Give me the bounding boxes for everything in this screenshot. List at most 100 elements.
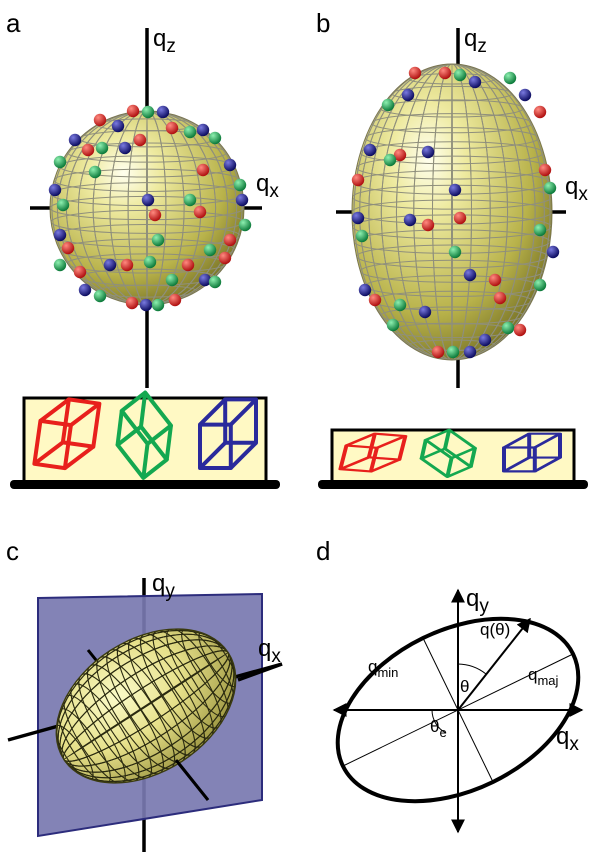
panel-a-qz-label: qz [153, 25, 176, 57]
particle [103, 258, 117, 272]
panel-d-theta-e-arc [431, 709, 447, 734]
particle [438, 66, 452, 80]
particle [141, 105, 155, 119]
particle [501, 321, 515, 335]
particle [355, 229, 369, 243]
particle [139, 298, 153, 312]
panel-b-qx-label: qx [565, 173, 588, 205]
particle [408, 66, 422, 80]
panel-b-cubes [338, 428, 562, 478]
particle [196, 123, 210, 137]
panel-d-letter: d [316, 536, 330, 566]
panel-d-q-theta-label: q(θ) [480, 620, 510, 639]
particle [468, 75, 482, 89]
panel-d-q-theta-vector [457, 617, 531, 711]
particle [463, 345, 477, 359]
panel-c-qx-label: qx [258, 635, 281, 667]
particle [448, 245, 462, 259]
panel-b-letter: b [316, 8, 330, 38]
particle [125, 296, 139, 310]
particle [165, 121, 179, 135]
particle [143, 255, 157, 269]
particle [218, 251, 232, 265]
particle [223, 233, 237, 247]
particle [151, 298, 165, 312]
panel-c-qx-axis-front [237, 662, 283, 682]
panel-a-sphere [49, 110, 245, 306]
particle [111, 119, 125, 133]
particle [448, 183, 462, 197]
particle [386, 318, 400, 332]
panel-c-letter: c [6, 536, 19, 566]
particle [513, 323, 527, 337]
particle [393, 298, 407, 312]
particle [463, 268, 477, 282]
particle [453, 68, 467, 82]
panel-d-theta-label: θ [460, 677, 469, 696]
particle [546, 245, 560, 259]
panel-b-particles [351, 66, 560, 359]
particle [73, 265, 87, 279]
panel-a-letter: a [6, 8, 21, 38]
particle [446, 345, 460, 359]
panel-d: d qy qx q(θ) qmin qmaj θ θe [316, 536, 584, 834]
particle [208, 131, 222, 145]
particle [518, 88, 532, 102]
particle [421, 145, 435, 159]
particle [381, 98, 395, 112]
particle [543, 181, 557, 195]
panel-c-ellipsoid [54, 628, 238, 784]
particle [478, 333, 492, 347]
particle [56, 198, 70, 212]
particle [95, 141, 109, 155]
panel-c-qy-label: qy [152, 570, 175, 602]
particle [401, 88, 415, 102]
panel-d-theta-arc [457, 663, 487, 675]
particle [363, 143, 377, 157]
panel-a-cubes [32, 390, 258, 480]
particle [493, 291, 507, 305]
panel-d-qy-label: qy [466, 585, 489, 617]
wireframe-cube [502, 432, 562, 473]
particle [148, 208, 162, 222]
panel-d-qx-label: qx [556, 723, 579, 755]
particle [81, 143, 95, 157]
panel-a: a qz qx [6, 8, 280, 489]
particle [233, 178, 247, 192]
particle [538, 163, 552, 177]
particle [53, 155, 67, 169]
particle [238, 218, 252, 232]
particle [533, 278, 547, 292]
particle [431, 345, 445, 359]
panel-d-q-min-label: qmin [368, 657, 398, 680]
particle [358, 283, 372, 297]
particle [126, 104, 140, 118]
panel-d-theta-e-label: θe [430, 717, 447, 740]
particle [198, 273, 212, 287]
particle [235, 193, 249, 207]
particle [368, 293, 382, 307]
particle [533, 223, 547, 237]
particle [68, 133, 82, 147]
particle [351, 211, 365, 225]
particle [118, 141, 132, 155]
particle [61, 241, 75, 255]
panel-b-qz-label: qz [464, 25, 487, 57]
particle [223, 158, 237, 172]
panel-d-q-maj-label: qmaj [528, 665, 559, 688]
particle [53, 228, 67, 242]
particle [141, 193, 155, 207]
particle [181, 258, 195, 272]
particle [503, 71, 517, 85]
particle [156, 105, 170, 119]
particle [88, 165, 102, 179]
particle [151, 233, 165, 247]
panel-b: b qz qx [316, 8, 588, 489]
panel-a-qx-label: qx [256, 170, 279, 202]
particle [133, 133, 147, 147]
particle [203, 243, 217, 257]
wireframe-cube [32, 397, 102, 471]
panel-a-particles [48, 104, 252, 312]
particle [93, 289, 107, 303]
